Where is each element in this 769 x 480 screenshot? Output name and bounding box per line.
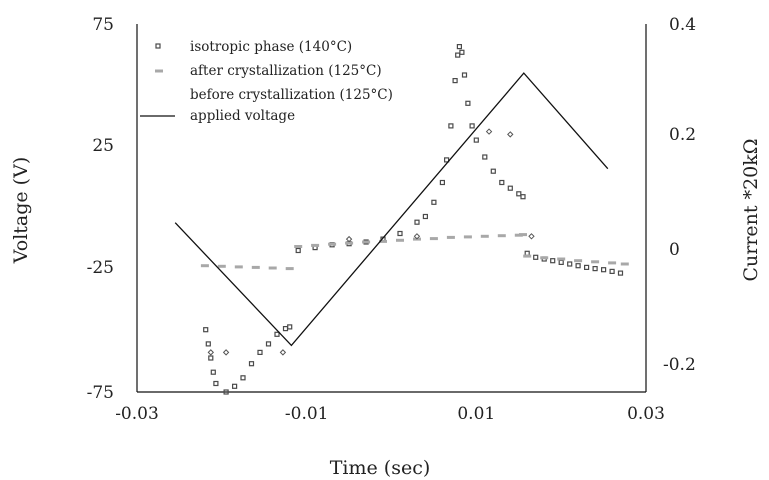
data-point-isotropic — [257, 349, 263, 355]
data-point-isotropic — [414, 219, 420, 225]
data-point-isotropic — [232, 383, 238, 389]
data-point-isotropic — [567, 261, 573, 267]
y-left-tick-label: -25 — [87, 258, 114, 278]
data-point-before-crystallization — [207, 349, 215, 356]
data-point-isotropic — [520, 194, 526, 200]
data-point-isotropic — [600, 267, 607, 273]
data-point-isotropic — [533, 254, 539, 260]
x-axis-title: Time (sec) — [330, 457, 431, 479]
data-point-isotropic — [469, 123, 475, 129]
data-point-isotropic — [499, 179, 505, 186]
data-point-isotropic — [455, 52, 461, 58]
data-point-isotropic — [482, 154, 488, 160]
data-point-before-crystallization — [485, 128, 493, 135]
y-left-axis-title: Voltage (V) — [10, 157, 32, 264]
legend-label-applied-voltage: applied voltage — [190, 108, 295, 124]
x-tick-label: 0.01 — [457, 404, 495, 424]
data-point-isotropic — [282, 326, 289, 332]
data-point-isotropic — [490, 168, 496, 174]
data-point-isotropic — [287, 324, 293, 330]
legend: isotropic phase (140°C) after crystalliz… — [140, 39, 393, 124]
data-point-isotropic — [205, 341, 211, 347]
y-left-tick-labels: 75 25 -25 -75 — [87, 15, 114, 403]
y-left-tick-label: 75 — [92, 15, 114, 35]
data-point-isotropic — [295, 247, 301, 254]
legend-label-after-crystallization: after crystallization (125°C) — [190, 63, 382, 79]
y-right-tick-labels: 0.4 0.2 0 -0.2 — [663, 15, 696, 375]
x-tick-label: 0.03 — [627, 404, 665, 424]
data-point-isotropic — [592, 266, 598, 272]
y-right-tick-label: 0.4 — [669, 15, 696, 35]
data-point-isotropic — [461, 72, 468, 78]
y-left-tick-label: -75 — [87, 383, 114, 403]
legend-label-isotropic: isotropic phase (140°C) — [190, 39, 352, 55]
data-point-before-crystallization — [345, 235, 353, 243]
x-tick-label: -0.03 — [115, 404, 159, 424]
data-point-isotropic — [617, 270, 624, 276]
data-point-isotropic — [448, 123, 454, 129]
data-point-isotropic — [265, 341, 272, 347]
series-line-applied-voltage — [174, 72, 609, 347]
data-point-isotropic — [550, 258, 556, 264]
plot-frame — [136, 24, 647, 393]
data-point-isotropic — [575, 263, 581, 269]
data-point-isotropic — [274, 331, 280, 337]
data-point-before-crystallization — [279, 349, 287, 356]
data-point-isotropic — [516, 191, 522, 197]
y-right-tick-label: 0.2 — [669, 125, 696, 145]
x-tick-label: -0.01 — [285, 404, 329, 424]
data-point-isotropic — [609, 268, 615, 274]
data-point-isotropic — [583, 264, 590, 270]
data-point-before-crystallization — [222, 349, 230, 356]
data-point-before-crystallization — [507, 131, 514, 138]
data-point-isotropic — [459, 49, 465, 55]
y-right-axis-title: Current *20kΩ — [740, 138, 762, 281]
data-point-isotropic — [397, 230, 403, 237]
data-point-isotropic — [210, 369, 216, 375]
data-point-isotropic — [203, 327, 209, 333]
data-point-isotropic — [422, 213, 428, 220]
legend-marker-isotropic — [155, 43, 161, 49]
data-point-isotropic — [439, 179, 445, 186]
data-point-isotropic — [456, 43, 462, 50]
data-point-isotropic — [240, 375, 246, 381]
data-point-isotropic — [465, 100, 471, 106]
x-tick-labels: -0.03 -0.01 0.01 0.03 — [115, 404, 665, 424]
data-point-isotropic — [507, 185, 513, 191]
data-point-isotropic — [444, 157, 450, 163]
data-point-before-crystallization — [413, 233, 421, 240]
data-point-isotropic — [223, 389, 229, 395]
data-point-isotropic — [473, 137, 479, 143]
legend-label-before-crystallization: before crystallization (125°C) — [190, 87, 393, 103]
data-point-isotropic — [558, 259, 564, 265]
data-point-isotropic — [452, 77, 458, 84]
data-point-isotropic — [248, 361, 255, 367]
data-point-before-crystallization — [528, 233, 535, 240]
y-right-tick-label: 0 — [669, 240, 680, 260]
y-left-tick-label: 25 — [92, 136, 114, 156]
y-right-tick-label: -0.2 — [663, 355, 696, 375]
data-point-isotropic — [431, 199, 437, 205]
data-point-isotropic — [213, 380, 219, 387]
data-marks — [174, 43, 629, 395]
data-point-isotropic — [208, 355, 214, 361]
